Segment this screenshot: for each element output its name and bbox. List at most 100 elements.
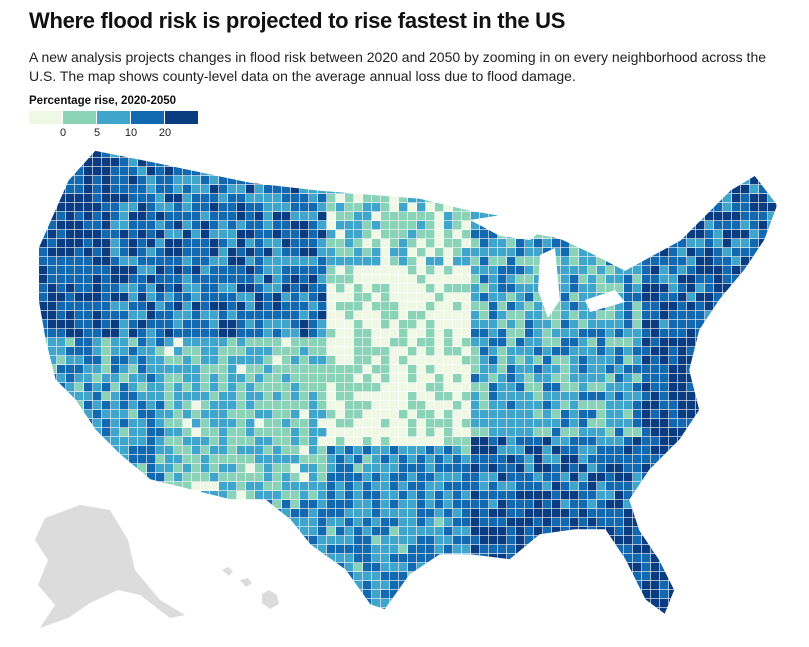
county-cell [543, 356, 552, 365]
county-cell [246, 212, 255, 221]
county-cell [426, 635, 434, 640]
county-cell [696, 608, 705, 615]
county-cell [138, 392, 147, 401]
county-cell [516, 302, 525, 311]
county-cell [210, 275, 219, 284]
county-cell [75, 455, 84, 464]
county-cell [246, 554, 255, 563]
county-cell [498, 176, 507, 185]
county-cell [246, 320, 255, 329]
county-cell [246, 500, 255, 509]
county-cell [318, 383, 327, 392]
county-cell [273, 572, 282, 581]
county-cell [309, 455, 318, 464]
county-cell [120, 437, 129, 446]
county-cell [147, 203, 156, 212]
county-cell [426, 176, 435, 185]
county-cell [165, 392, 174, 401]
county-cell [372, 563, 381, 572]
county-cell [129, 635, 137, 640]
county-cell [471, 392, 480, 401]
county-cell [543, 410, 552, 419]
county-cell [732, 437, 741, 446]
county-cell [228, 500, 237, 509]
county-cell [84, 401, 93, 410]
county-cell [606, 437, 615, 446]
county-cell [390, 239, 399, 248]
county-cell [525, 437, 534, 446]
county-cell [345, 446, 354, 455]
county-cell [489, 500, 498, 509]
county-cell [741, 446, 750, 455]
county-cell [714, 248, 723, 257]
county-cell [543, 527, 552, 536]
county-cell [570, 176, 579, 185]
county-cell [507, 464, 516, 473]
county-cell [516, 239, 525, 248]
county-cell [552, 482, 561, 491]
county-cell [561, 275, 570, 284]
county-cell [786, 590, 794, 598]
county-cell [606, 266, 615, 275]
county-cell [228, 320, 237, 329]
county-cell [714, 284, 723, 293]
county-cell [354, 311, 363, 320]
county-cell [462, 563, 471, 572]
county-cell [38, 221, 39, 230]
county-cell [327, 419, 336, 428]
county-cell [39, 311, 48, 320]
county-cell [579, 473, 588, 482]
county-cell [111, 203, 120, 212]
county-cell [435, 464, 444, 473]
county-cell [93, 275, 102, 284]
county-cell [165, 347, 174, 356]
county-cell [660, 203, 669, 212]
county-cell [309, 329, 318, 338]
county-cell [705, 329, 714, 338]
county-cell [237, 455, 246, 464]
county-cell [552, 464, 561, 473]
county-cell [255, 203, 264, 212]
county-cell [651, 509, 660, 518]
county-cell [741, 482, 750, 491]
county-cell [390, 428, 399, 437]
county-cell [669, 266, 678, 275]
county-cell [111, 401, 120, 410]
county-cell [642, 365, 651, 374]
county-cell [192, 527, 201, 536]
county-cell [615, 338, 624, 347]
county-cell [237, 626, 245, 634]
county-cell [390, 473, 399, 482]
county-cell [489, 302, 498, 311]
county-cell [237, 212, 246, 221]
county-cell [102, 150, 111, 158]
county-cell [282, 374, 291, 383]
county-cell [363, 293, 372, 302]
county-cell [399, 365, 408, 374]
county-cell [84, 635, 92, 640]
county-cell [543, 374, 552, 383]
county-cell [57, 140, 65, 148]
county-cell [219, 293, 228, 302]
county-cell [471, 491, 480, 500]
county-cell [354, 338, 363, 347]
county-cell [660, 545, 669, 554]
county-cell [156, 536, 165, 545]
county-cell [345, 518, 354, 527]
county-cell [687, 167, 696, 176]
county-cell [300, 311, 309, 320]
county-cell [363, 356, 372, 365]
county-cell [714, 419, 723, 428]
county-cell [705, 446, 714, 455]
county-cell [606, 383, 615, 392]
county-cell [102, 203, 111, 212]
county-cell [462, 176, 471, 185]
county-cell [273, 212, 282, 221]
county-cell [102, 401, 111, 410]
county-cell [300, 572, 309, 581]
county-cell [768, 383, 777, 392]
county-cell [624, 536, 633, 545]
county-cell [579, 419, 588, 428]
county-cell [372, 275, 381, 284]
county-cell [201, 536, 210, 545]
